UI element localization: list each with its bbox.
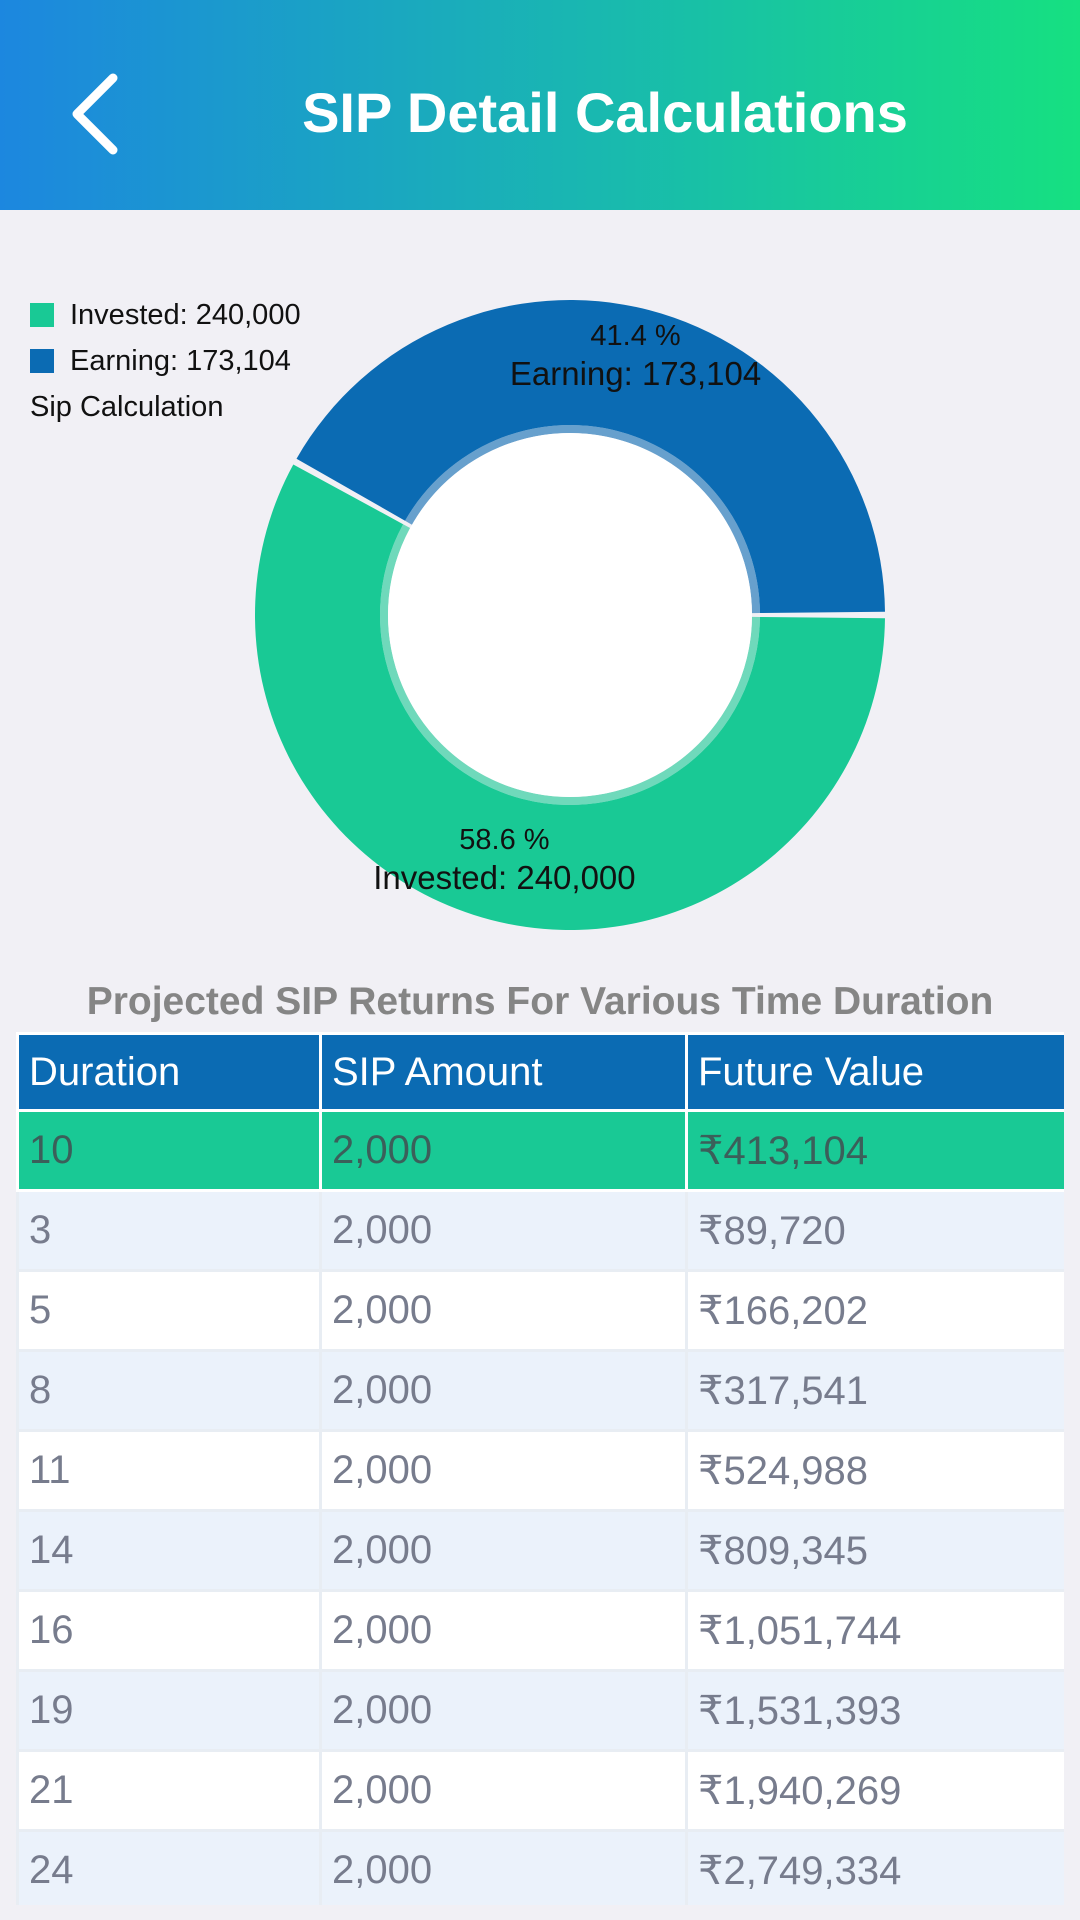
page-title: SIP Detail Calculations: [302, 81, 908, 144]
cell-sip-amount: 2,000: [319, 1509, 688, 1592]
table-row[interactable]: 5 2,000 ₹166,202: [16, 1269, 1064, 1352]
cell-sip-amount: 2,000: [319, 1829, 688, 1905]
legend-item-earning[interactable]: Earning: 173,104: [30, 338, 301, 384]
table-row[interactable]: 19 2,000 ₹1,531,393: [16, 1669, 1064, 1752]
table-row[interactable]: 11 2,000 ₹524,988: [16, 1429, 1064, 1512]
table-row[interactable]: 16 2,000 ₹1,051,744: [16, 1589, 1064, 1672]
table-header-row: Duration SIP Amount Future Value: [16, 1032, 1064, 1112]
slice-value-label: Invested: 240,000: [373, 859, 635, 896]
cell-future-value: ₹1,051,744: [685, 1589, 1064, 1672]
donut-hole: [388, 433, 752, 797]
cell-duration: 24: [16, 1829, 322, 1905]
cell-future-value: ₹1,940,269: [685, 1749, 1064, 1832]
slice-percent-label: 58.6 %: [459, 824, 549, 856]
table-row[interactable]: 21 2,000 ₹1,940,269: [16, 1749, 1064, 1832]
cell-future-value: ₹89,720: [685, 1189, 1064, 1272]
legend-swatch: [30, 303, 54, 327]
table-row[interactable]: 24 2,000 ₹2,749,334: [16, 1829, 1064, 1905]
cell-duration: 3: [16, 1189, 322, 1272]
donut-slice-earning[interactable]: [296, 299, 885, 614]
cell-future-value: ₹524,988: [685, 1429, 1064, 1512]
cell-sip-amount: 2,000: [319, 1189, 688, 1272]
cell-future-value: ₹1,531,393: [685, 1669, 1064, 1752]
column-header-duration[interactable]: Duration: [16, 1032, 322, 1112]
chart-legend: Invested: 240,000 Earning: 173,104 Sip Cal…: [30, 292, 301, 430]
cell-future-value: ₹809,345: [685, 1509, 1064, 1592]
slice-value-label: Earning: 173,104: [510, 355, 761, 392]
column-header-sip-amount[interactable]: SIP Amount: [319, 1032, 688, 1112]
slice-percent-label: 41.4 %: [590, 320, 680, 352]
cell-sip-amount: 2,000: [319, 1109, 688, 1192]
cell-duration: 8: [16, 1349, 322, 1432]
cell-sip-amount: 2,000: [319, 1429, 688, 1512]
cell-duration: 10: [16, 1109, 322, 1192]
chevron-left-icon: [72, 73, 118, 155]
chart-description: Sip Calculation: [30, 391, 224, 423]
cell-sip-amount: 2,000: [319, 1589, 688, 1672]
cell-future-value: ₹166,202: [685, 1269, 1064, 1352]
back-button[interactable]: [50, 64, 140, 164]
table-row[interactable]: 8 2,000 ₹317,541: [16, 1349, 1064, 1432]
cell-sip-amount: 2,000: [319, 1269, 688, 1352]
legend-label: Earning: 173,104: [70, 344, 291, 377]
cell-duration: 14: [16, 1509, 322, 1592]
table-row[interactable]: 10 2,000 ₹413,104: [16, 1109, 1064, 1192]
cell-future-value: ₹413,104: [685, 1109, 1064, 1192]
returns-table-container[interactable]: Duration SIP Amount Future Value 10 2,000…: [16, 1032, 1064, 1905]
cell-sip-amount: 2,000: [319, 1669, 688, 1752]
cell-duration: 5: [16, 1269, 322, 1352]
donut-chart: 58.6 %Invested: 240,000 41.4 %Earning: 17…: [254, 299, 885, 930]
cell-future-value: ₹2,749,334: [685, 1829, 1064, 1905]
column-header-future-value[interactable]: Future Value: [685, 1032, 1064, 1112]
legend-label: Invested: 240,000: [70, 298, 301, 331]
cell-duration: 16: [16, 1589, 322, 1672]
cell-future-value: ₹317,541: [685, 1349, 1064, 1432]
table-row[interactable]: 14 2,000 ₹809,345: [16, 1509, 1064, 1592]
donut-slice-invested[interactable]: [254, 464, 885, 930]
cell-duration: 21: [16, 1749, 322, 1832]
table-row[interactable]: 3 2,000 ₹89,720: [16, 1189, 1064, 1272]
legend-swatch: [30, 349, 54, 373]
table-title: Projected SIP Returns For Various Time D…: [86, 980, 994, 1023]
cell-sip-amount: 2,000: [319, 1349, 688, 1432]
sip-chart: 58.6 % Invested: 240,000 41.4 % Earning: 17…: [0, 210, 1080, 970]
cell-sip-amount: 2,000: [319, 1749, 688, 1832]
legend-item-invested[interactable]: Invested: 240,000: [30, 292, 301, 338]
returns-table: Duration SIP Amount Future Value 10 2,000…: [16, 1032, 1064, 1905]
cell-duration: 19: [16, 1669, 322, 1752]
app-header: SIP Detail Calculations: [0, 0, 1080, 210]
cell-duration: 11: [16, 1429, 322, 1512]
